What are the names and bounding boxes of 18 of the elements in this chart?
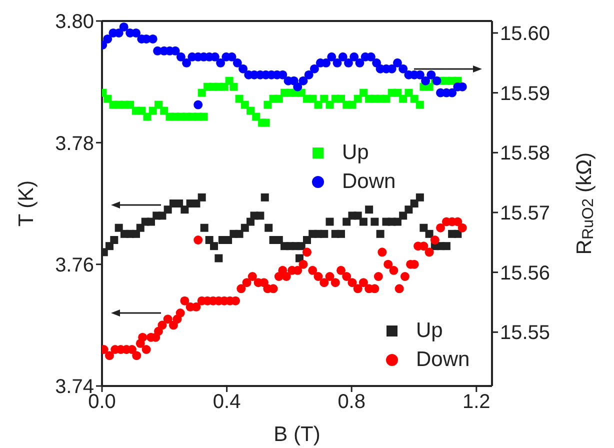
y-tick-label: 3.78	[55, 132, 94, 155]
y2-tick-label: 15.58	[500, 142, 550, 165]
y-tick-label: 3.80	[55, 11, 94, 34]
y-tick-label: 3.76	[55, 254, 94, 276]
legend-label: Up	[342, 140, 369, 164]
y2-tick-label: 15.60	[500, 23, 550, 46]
x-tick-label: 0.4	[212, 391, 241, 414]
x-tick-label: 1.2	[462, 391, 490, 414]
x-axis-title: B (T)	[274, 422, 320, 446]
y2-tick-label: 15.59	[500, 82, 550, 105]
legend-label: Down	[342, 170, 396, 194]
y2-tick-label: 15.55	[500, 322, 550, 344]
y2-tick-label: 15.57	[500, 202, 550, 225]
x-tick-label: 0.8	[338, 391, 366, 414]
y-axis-title: T (K)	[14, 180, 38, 227]
y2-tick-label: 15.56	[500, 262, 550, 284]
legend-label: Down	[416, 348, 470, 372]
legend-label: Up	[416, 318, 443, 342]
